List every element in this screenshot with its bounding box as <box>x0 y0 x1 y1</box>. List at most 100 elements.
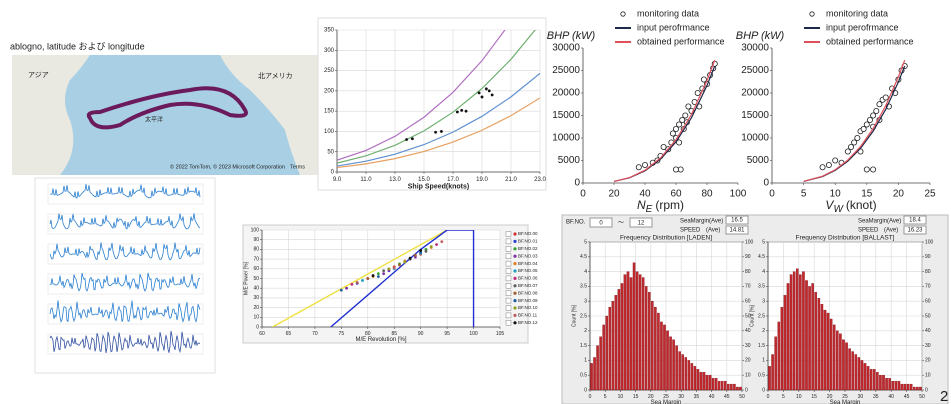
histogram-bar <box>814 292 818 391</box>
data-point <box>398 263 401 267</box>
data-point <box>844 148 851 155</box>
x-tick-label: 25 <box>924 189 936 200</box>
legend-swatch <box>513 262 517 266</box>
y-tick-label: 10000 <box>741 133 769 144</box>
legend-swatch <box>513 284 517 288</box>
legend-swatch <box>809 11 815 17</box>
y-tick-label: 0 <box>763 178 769 189</box>
histogram-bar <box>845 342 848 391</box>
x-tick-label: 20 <box>648 394 654 400</box>
histogram-bar <box>632 262 636 391</box>
y2-tick-label: 70 <box>745 284 751 290</box>
data-point <box>477 91 481 95</box>
histogram-bar <box>848 348 851 391</box>
input-box[interactable] <box>629 217 653 228</box>
histogram-bar <box>654 306 657 391</box>
x-tick-label: 70 <box>312 331 318 337</box>
histogram-bar <box>651 301 654 391</box>
bf-label: BF.NO. <box>566 220 586 226</box>
histogram-bar <box>690 363 694 391</box>
strip-line <box>49 184 201 199</box>
legend-label: BF.NO.06 <box>518 276 538 281</box>
data-point <box>455 110 459 114</box>
x-label-subscript: E <box>646 204 653 215</box>
histogram-bar <box>602 324 605 391</box>
data-point <box>355 280 359 284</box>
histogram-bar <box>663 324 666 391</box>
x-tick-label: 25 <box>663 394 669 400</box>
strip-line <box>49 300 201 323</box>
x-tick-label: 95 <box>444 331 450 337</box>
data-point <box>679 117 686 124</box>
series-line <box>613 59 716 182</box>
input-box[interactable] <box>589 217 613 228</box>
histogram-bar <box>708 375 712 391</box>
histogram-bar <box>768 366 771 391</box>
y-tick-label: 20000 <box>741 88 769 99</box>
data-point <box>419 248 423 252</box>
histogram-bar <box>720 380 724 391</box>
y-tick-label: 0.5 <box>580 373 587 379</box>
histogram-bar <box>817 298 821 391</box>
data-point <box>848 143 855 150</box>
histogram-bar <box>866 366 870 391</box>
histogram-bar <box>774 336 777 391</box>
map-terms[interactable]: Terms <box>290 164 305 170</box>
x-tick-label: 50 <box>739 394 745 400</box>
data-point <box>376 275 380 279</box>
data-point <box>870 166 877 173</box>
data-point <box>408 256 412 260</box>
x-tick-label: 35 <box>694 394 700 400</box>
bf-to: 12 <box>638 221 645 227</box>
x-axis-label: M/E Revolution [%] <box>355 337 406 343</box>
y2-tick-label: 100 <box>745 239 754 245</box>
histogram-bar <box>675 345 678 391</box>
x-axis-label: NE (rpm) <box>637 198 684 214</box>
map-label: アジア <box>28 71 49 79</box>
y-tick-label: 3 <box>762 299 765 305</box>
histogram-bar <box>669 336 672 391</box>
y-tick-label: 4 <box>584 269 587 275</box>
y-tick-label: 40 <box>253 286 259 292</box>
data-point <box>694 90 701 97</box>
x-tick-label: 80 <box>701 189 713 200</box>
y-tick-label: 2.5 <box>758 313 765 319</box>
margin-label: SeaMargin(Ave) <box>858 219 901 225</box>
histogram-bar <box>783 295 787 391</box>
histogram-bar <box>780 306 784 391</box>
speed-value: 14.81 <box>729 228 745 234</box>
legend-swatch <box>513 313 517 317</box>
histogram-bar <box>777 321 781 391</box>
series-line <box>337 97 540 169</box>
histogram-bar <box>730 383 733 391</box>
chart: 00.511.522.533.544.550102030405060708090… <box>749 235 933 404</box>
data-point <box>866 117 873 124</box>
strip-frame <box>47 213 204 235</box>
histogram-bar <box>596 345 599 391</box>
y2-tick-label: 80 <box>745 269 751 275</box>
data-point <box>366 277 370 280</box>
histogram-bar <box>839 333 842 391</box>
x-tick-label: 15 <box>633 394 639 400</box>
x-tick-label: 75 <box>339 331 345 337</box>
chart: 0 10 20 30 40 50 60 70 80 90 100 60 65 70 75 80 85 90 95 10… <box>243 227 538 343</box>
x-tick-label: 100 <box>469 331 478 337</box>
y-tick-label: 300 <box>324 48 335 54</box>
x-tick-label: 5 <box>604 394 607 400</box>
speed-ave: (Ave) <box>706 228 720 234</box>
data-point <box>405 138 409 141</box>
data-point <box>382 272 386 276</box>
histogram-bar <box>919 386 922 391</box>
legend-checkbox <box>505 268 512 274</box>
bf-from: 0 <box>599 221 603 227</box>
histogram-bar <box>906 383 910 391</box>
legend-swatch <box>513 299 517 303</box>
data-point <box>876 101 883 108</box>
data-point <box>642 161 649 168</box>
x-tick-label: 50 <box>919 394 925 400</box>
histogram-bar <box>717 380 721 391</box>
data-point <box>676 139 683 146</box>
x-label-unit: (rpm) <box>655 198 684 212</box>
y-tick-label: 70 <box>253 256 259 262</box>
data-point <box>429 245 433 248</box>
